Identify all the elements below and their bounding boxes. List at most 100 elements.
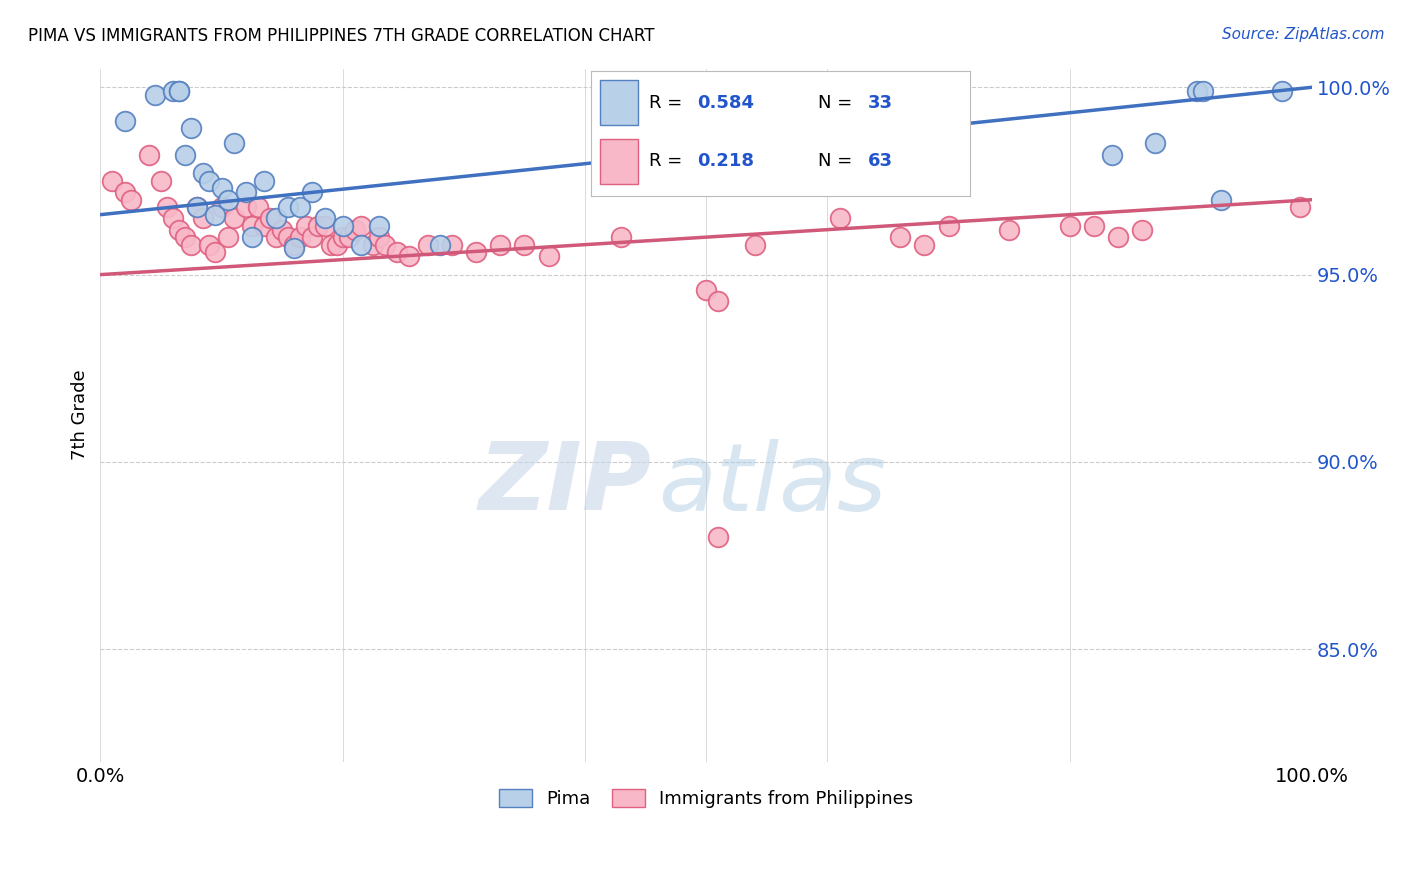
Point [537,249,560,263]
Point [1107,230,1129,244]
Point [374,237,396,252]
Point [416,237,439,252]
Point [695,283,717,297]
Point [398,249,420,263]
Point [217,230,239,244]
Point [186,200,208,214]
Point [1101,147,1123,161]
Point [350,219,373,233]
Point [744,237,766,252]
Point [174,230,197,244]
Point [246,200,269,214]
Point [235,185,257,199]
Point [343,222,366,236]
Point [180,237,202,252]
Point [186,200,208,214]
Text: 0.218: 0.218 [697,153,754,170]
Text: PIMA VS IMMIGRANTS FROM PHILIPPINES 7TH GRADE CORRELATION CHART: PIMA VS IMMIGRANTS FROM PHILIPPINES 7TH … [28,27,655,45]
Point [301,185,323,199]
Point [211,200,233,214]
Point [283,237,305,252]
Point [325,237,347,252]
Point [295,219,318,233]
Text: 33: 33 [868,94,893,112]
Point [337,230,360,244]
Point [828,211,851,226]
Point [368,219,391,233]
Point [277,200,299,214]
Point [198,237,221,252]
Point [253,219,276,233]
Point [174,147,197,161]
Point [253,174,276,188]
Point [193,166,215,180]
Point [429,237,451,252]
Point [240,219,263,233]
Point [513,237,536,252]
Text: ZIP: ZIP [479,439,652,531]
Text: atlas: atlas [658,439,886,530]
Point [167,222,190,236]
Point [222,136,245,151]
Text: R =: R = [650,94,689,112]
Point [361,237,384,252]
Point [204,208,226,222]
Text: R =: R = [650,153,689,170]
Point [167,84,190,98]
Point [283,241,305,255]
Point [707,293,730,308]
Point [264,230,287,244]
Point [162,84,184,98]
Point [1289,200,1312,214]
Point [1059,219,1081,233]
Point [1192,84,1215,98]
Point [149,174,172,188]
Point [707,530,730,544]
Point [193,211,215,226]
Point [143,87,166,102]
Bar [600,80,638,125]
Point [332,230,354,244]
Point [156,200,179,214]
Point [998,222,1021,236]
Point [314,219,336,233]
Point [1211,193,1233,207]
Point [162,211,184,226]
Point [180,121,202,136]
Text: 0.584: 0.584 [697,94,754,112]
Point [1271,84,1294,98]
Point [368,230,391,244]
Point [204,245,226,260]
Point [120,193,142,207]
Point [489,237,512,252]
Point [889,230,911,244]
Point [610,230,633,244]
Point [198,174,221,188]
Point [114,114,136,128]
Point [101,174,124,188]
Point [1143,136,1166,151]
Point [1083,219,1105,233]
Point [211,181,233,195]
Point [222,211,245,226]
Point [290,230,312,244]
Point [1132,222,1154,236]
Text: Source: ZipAtlas.com: Source: ZipAtlas.com [1222,27,1385,42]
Point [240,230,263,244]
Bar [600,139,638,184]
Point [259,211,281,226]
Point [264,211,287,226]
Point [319,237,342,252]
Point [167,84,190,98]
Point [314,211,336,226]
Point [277,230,299,244]
Point [332,219,354,233]
Point [217,193,239,207]
Point [271,222,294,236]
Point [138,147,160,161]
Point [235,200,257,214]
Point [114,185,136,199]
Point [308,219,330,233]
Point [1185,84,1208,98]
Text: N =: N = [818,153,858,170]
